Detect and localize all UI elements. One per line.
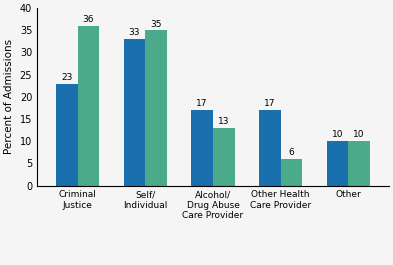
Bar xyxy=(191,110,213,186)
Text: 13: 13 xyxy=(218,117,230,126)
Bar xyxy=(145,30,167,186)
Bar xyxy=(281,159,302,186)
Bar xyxy=(259,110,281,186)
Text: 6: 6 xyxy=(288,148,294,157)
Text: 17: 17 xyxy=(196,99,208,108)
Bar xyxy=(327,141,348,186)
Text: 36: 36 xyxy=(83,15,94,24)
Text: 17: 17 xyxy=(264,99,275,108)
Text: 23: 23 xyxy=(61,73,73,82)
Bar xyxy=(56,83,78,186)
Bar xyxy=(124,39,145,185)
Text: 35: 35 xyxy=(151,20,162,29)
Bar xyxy=(78,26,99,186)
Text: 10: 10 xyxy=(332,130,343,139)
Bar xyxy=(213,128,235,186)
Bar xyxy=(348,141,370,186)
Text: 33: 33 xyxy=(129,28,140,37)
Text: 10: 10 xyxy=(353,130,365,139)
Y-axis label: Percent of Admissions: Percent of Admissions xyxy=(4,39,14,154)
